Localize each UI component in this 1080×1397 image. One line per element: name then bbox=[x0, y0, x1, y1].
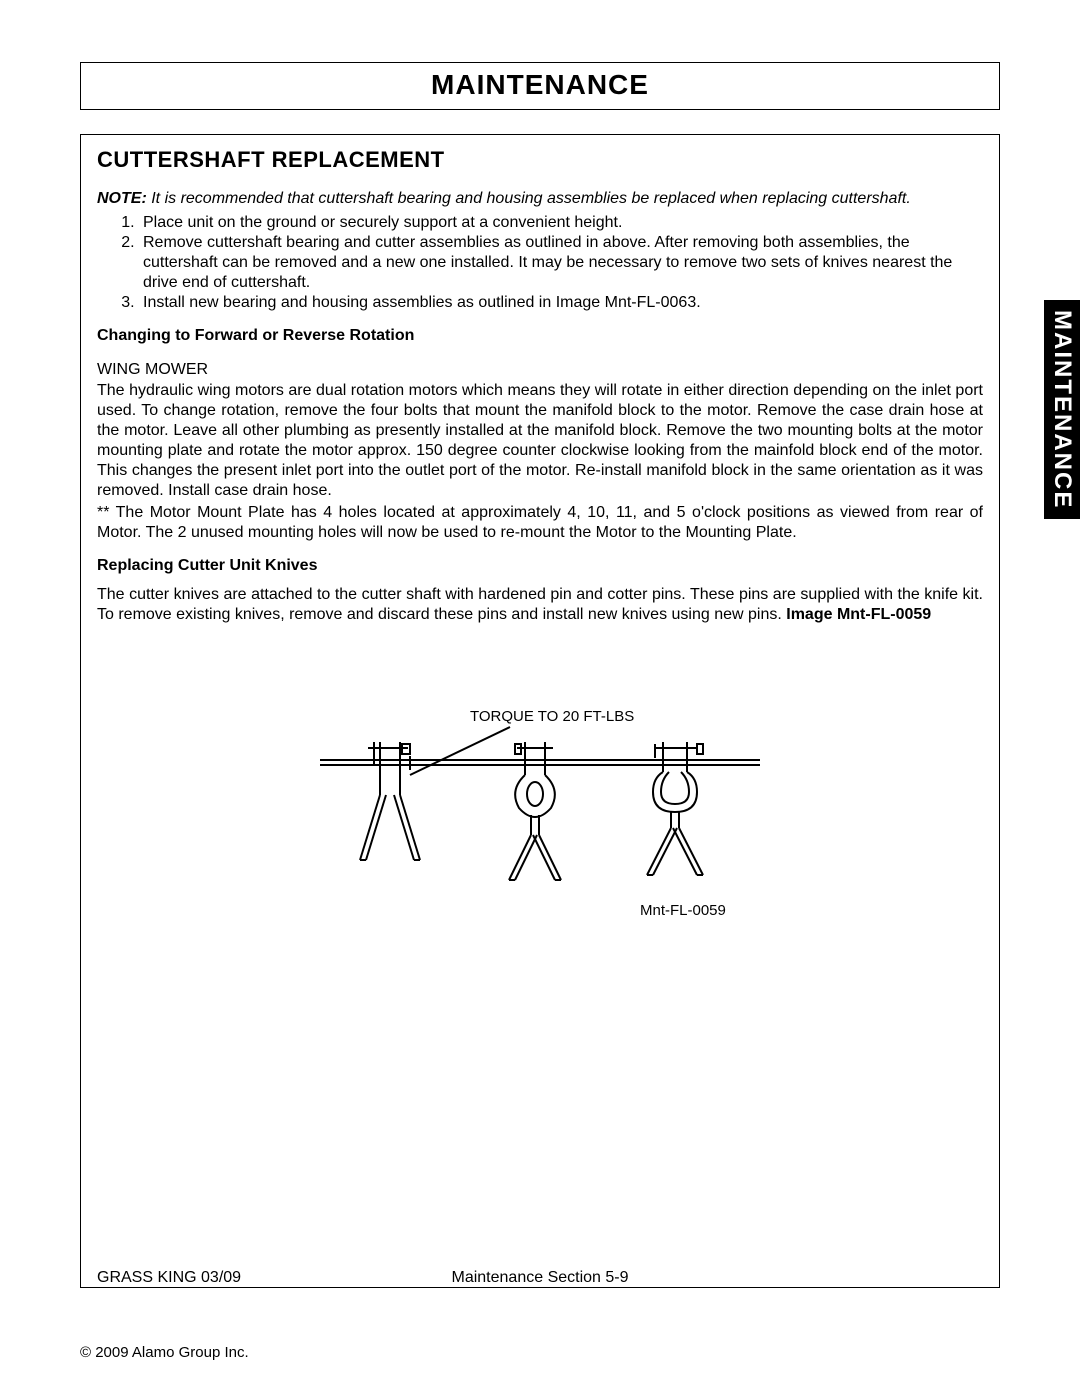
footer-center: Maintenance Section 5-9 bbox=[97, 1269, 983, 1287]
content-box: CUTTERSHAFT REPLACEMENT NOTE: It is reco… bbox=[80, 134, 1000, 1288]
wing-mower-label: WING MOWER bbox=[97, 361, 983, 379]
subhead-knives: Replacing Cutter Unit Knives bbox=[97, 557, 983, 575]
knife-diagram: TORQUE TO 20 FT-LBS bbox=[300, 705, 780, 955]
note: NOTE: It is recommended that cuttershaft… bbox=[97, 189, 983, 209]
subhead-rotation: Changing to Forward or Reverse Rotation bbox=[97, 327, 983, 345]
steps-list: Place unit on the ground or securely sup… bbox=[97, 213, 983, 313]
section-title: CUTTERSHAFT REPLACEMENT bbox=[97, 147, 983, 173]
para-knives: The cutter knives are attached to the cu… bbox=[97, 585, 983, 625]
page-title: MAINTENANCE bbox=[81, 69, 999, 101]
note-label: NOTE: bbox=[97, 190, 147, 207]
figure: TORQUE TO 20 FT-LBS bbox=[97, 705, 983, 960]
page: MAINTENANCE MAINTENANCE CUTTERSHAFT REPL… bbox=[0, 0, 1080, 1397]
step-item: Remove cuttershaft bearing and cutter as… bbox=[139, 233, 983, 293]
note-text: It is recommended that cuttershaft beari… bbox=[151, 190, 911, 207]
para-rotation-2: ** The Motor Mount Plate has 4 holes loc… bbox=[97, 503, 983, 543]
title-bar: MAINTENANCE bbox=[80, 62, 1000, 110]
torque-label: TORQUE TO 20 FT-LBS bbox=[470, 708, 634, 725]
para-rotation-1: The hydraulic wing motors are dual rotat… bbox=[97, 381, 983, 501]
step-item: Place unit on the ground or securely sup… bbox=[139, 213, 983, 233]
step-item: Install new bearing and housing assembli… bbox=[139, 293, 983, 313]
figure-id: Mnt-FL-0059 bbox=[640, 902, 726, 919]
side-tab: MAINTENANCE bbox=[1044, 300, 1080, 519]
para-knives-image-ref: Image Mnt-FL-0059 bbox=[786, 606, 931, 623]
copyright: © 2009 Alamo Group Inc. bbox=[80, 1344, 249, 1361]
